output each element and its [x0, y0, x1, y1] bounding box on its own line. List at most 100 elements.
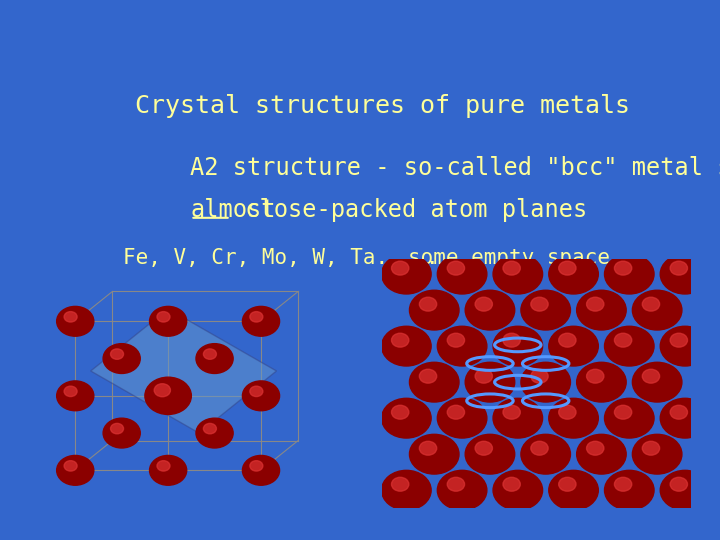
Circle shape — [204, 423, 217, 434]
Circle shape — [605, 399, 654, 438]
Circle shape — [419, 369, 437, 383]
Circle shape — [382, 326, 431, 366]
Text: some empty space: some empty space — [408, 248, 610, 268]
Circle shape — [587, 297, 604, 311]
Circle shape — [559, 333, 576, 347]
Circle shape — [465, 434, 515, 474]
Circle shape — [465, 362, 515, 402]
Circle shape — [392, 261, 409, 275]
Circle shape — [577, 290, 626, 330]
Circle shape — [250, 386, 263, 396]
Circle shape — [447, 405, 464, 419]
Circle shape — [577, 362, 626, 402]
Circle shape — [437, 326, 487, 366]
Circle shape — [660, 254, 710, 294]
Circle shape — [642, 369, 660, 383]
Circle shape — [503, 333, 521, 347]
Circle shape — [103, 418, 140, 448]
Circle shape — [475, 369, 492, 383]
Circle shape — [605, 326, 654, 366]
Circle shape — [549, 470, 598, 510]
Circle shape — [493, 399, 543, 438]
Circle shape — [447, 477, 464, 491]
Circle shape — [642, 297, 660, 311]
Circle shape — [632, 290, 682, 330]
Circle shape — [475, 441, 492, 455]
Circle shape — [660, 326, 710, 366]
Circle shape — [196, 418, 233, 448]
Circle shape — [670, 477, 688, 491]
Circle shape — [250, 312, 263, 322]
Circle shape — [437, 470, 487, 510]
Circle shape — [419, 441, 437, 455]
Circle shape — [204, 349, 217, 359]
Circle shape — [465, 290, 515, 330]
Text: Fe, V, Cr, Mo, W, Ta......: Fe, V, Cr, Mo, W, Ta...... — [124, 248, 451, 268]
Circle shape — [154, 384, 171, 397]
Circle shape — [559, 261, 576, 275]
Circle shape — [587, 369, 604, 383]
Polygon shape — [91, 309, 276, 433]
Circle shape — [605, 254, 654, 294]
Circle shape — [559, 477, 576, 491]
Circle shape — [531, 297, 548, 311]
Circle shape — [243, 381, 279, 411]
Circle shape — [157, 461, 170, 471]
Circle shape — [243, 455, 279, 485]
Circle shape — [410, 362, 459, 402]
Circle shape — [145, 377, 192, 415]
Circle shape — [57, 381, 94, 411]
Circle shape — [521, 362, 570, 402]
Circle shape — [64, 312, 77, 322]
Circle shape — [475, 297, 492, 311]
Circle shape — [419, 297, 437, 311]
Circle shape — [157, 312, 170, 322]
Circle shape — [382, 470, 431, 510]
Circle shape — [392, 333, 409, 347]
Circle shape — [103, 343, 140, 374]
Circle shape — [493, 254, 543, 294]
Circle shape — [57, 455, 94, 485]
Circle shape — [437, 399, 487, 438]
Circle shape — [670, 333, 688, 347]
Circle shape — [614, 477, 631, 491]
Circle shape — [549, 399, 598, 438]
Circle shape — [250, 461, 263, 471]
Circle shape — [614, 261, 631, 275]
Circle shape — [670, 405, 688, 419]
Circle shape — [531, 441, 548, 455]
Circle shape — [660, 399, 710, 438]
Circle shape — [392, 477, 409, 491]
Circle shape — [521, 434, 570, 474]
Circle shape — [587, 441, 604, 455]
Circle shape — [382, 254, 431, 294]
Circle shape — [670, 261, 688, 275]
Circle shape — [660, 470, 710, 510]
Circle shape — [64, 461, 77, 471]
Circle shape — [150, 306, 186, 336]
Circle shape — [577, 434, 626, 474]
Circle shape — [521, 290, 570, 330]
Text: Crystal structures of pure metals: Crystal structures of pure metals — [135, 94, 629, 118]
Circle shape — [57, 306, 94, 336]
Circle shape — [111, 349, 124, 359]
Circle shape — [493, 470, 543, 510]
Text: almost: almost — [190, 198, 276, 222]
Circle shape — [437, 254, 487, 294]
Circle shape — [410, 290, 459, 330]
Circle shape — [549, 326, 598, 366]
Circle shape — [243, 306, 279, 336]
Circle shape — [614, 405, 631, 419]
Circle shape — [614, 333, 631, 347]
Text: close-packed atom planes: close-packed atom planes — [230, 198, 587, 222]
Circle shape — [605, 470, 654, 510]
Circle shape — [111, 423, 124, 434]
Circle shape — [559, 405, 576, 419]
Circle shape — [447, 261, 464, 275]
Circle shape — [503, 477, 521, 491]
Circle shape — [64, 386, 77, 396]
Circle shape — [447, 333, 464, 347]
Circle shape — [196, 343, 233, 374]
Circle shape — [503, 261, 521, 275]
Circle shape — [531, 369, 548, 383]
